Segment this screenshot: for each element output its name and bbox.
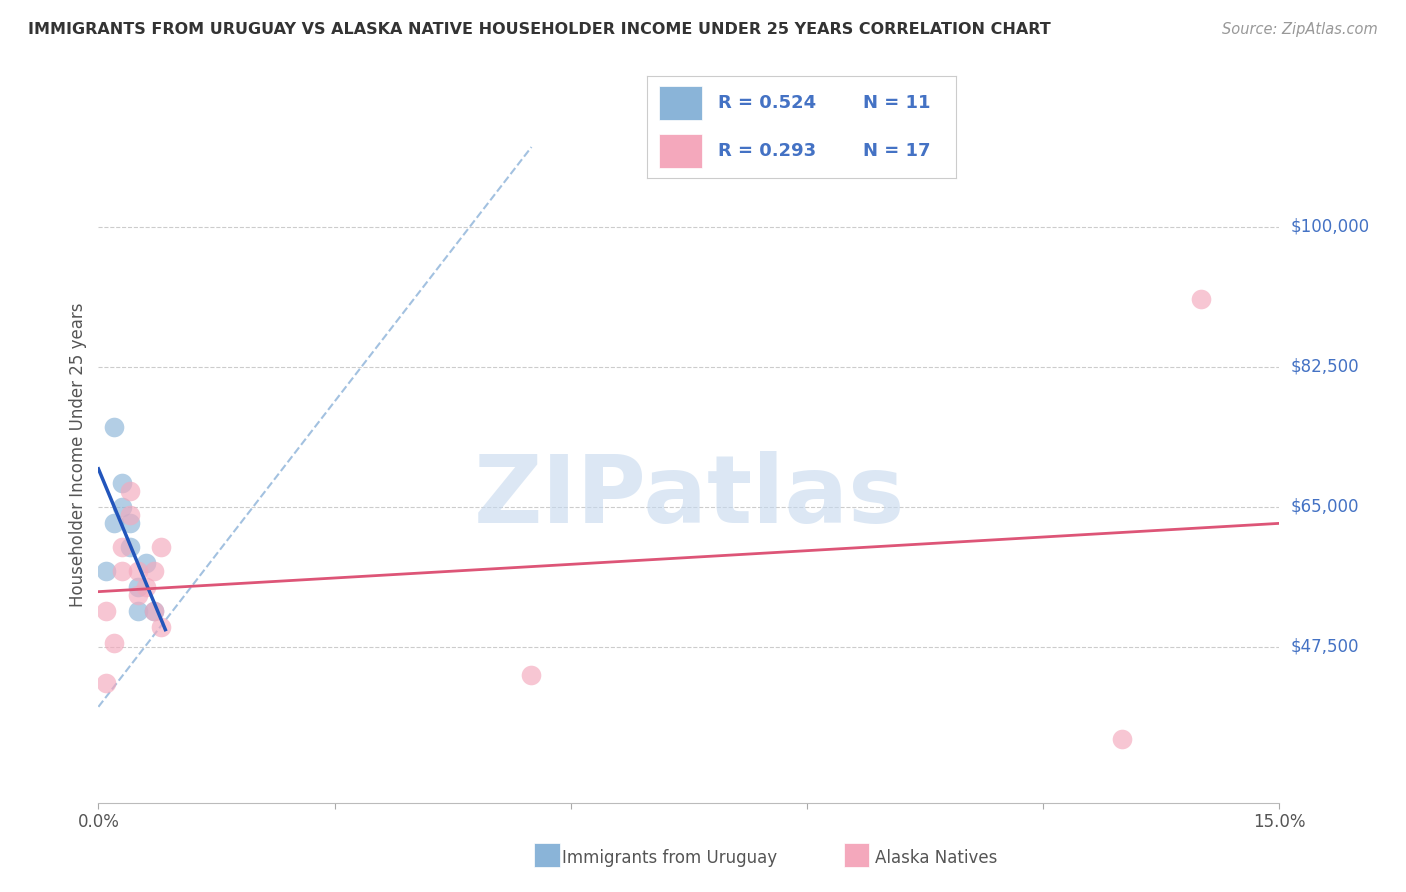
Point — [1111, 731, 1133, 746]
Point — [111, 540, 134, 554]
Point — [103, 420, 125, 434]
Point — [96, 676, 118, 690]
Point — [118, 483, 141, 498]
Point — [111, 564, 134, 578]
Y-axis label: Householder Income Under 25 years: Householder Income Under 25 years — [69, 302, 87, 607]
Text: R = 0.524: R = 0.524 — [718, 94, 815, 112]
Point — [111, 500, 134, 514]
Text: N = 17: N = 17 — [863, 142, 931, 161]
Point — [118, 508, 141, 522]
Point — [127, 588, 149, 602]
Point — [150, 540, 173, 554]
Point — [520, 668, 543, 682]
Point — [96, 604, 118, 618]
Point — [127, 564, 149, 578]
Point — [135, 580, 157, 594]
Text: Alaska Natives: Alaska Natives — [875, 849, 997, 867]
Text: $47,500: $47,500 — [1291, 638, 1360, 656]
Point — [142, 604, 165, 618]
Point — [1189, 292, 1212, 306]
FancyBboxPatch shape — [659, 87, 703, 120]
Point — [127, 580, 149, 594]
Point — [103, 516, 125, 530]
Point — [103, 636, 125, 650]
Point — [142, 604, 165, 618]
FancyBboxPatch shape — [659, 135, 703, 168]
Text: IMMIGRANTS FROM URUGUAY VS ALASKA NATIVE HOUSEHOLDER INCOME UNDER 25 YEARS CORRE: IMMIGRANTS FROM URUGUAY VS ALASKA NATIVE… — [28, 22, 1050, 37]
Text: $82,500: $82,500 — [1291, 358, 1360, 376]
Point — [142, 564, 165, 578]
Text: Immigrants from Uruguay: Immigrants from Uruguay — [562, 849, 778, 867]
Point — [118, 540, 141, 554]
Text: $100,000: $100,000 — [1291, 218, 1369, 236]
Text: R = 0.293: R = 0.293 — [718, 142, 815, 161]
Point — [111, 475, 134, 490]
Point — [96, 564, 118, 578]
Point — [150, 620, 173, 634]
Text: ZIPatlas: ZIPatlas — [474, 450, 904, 542]
Text: N = 11: N = 11 — [863, 94, 931, 112]
Point — [118, 516, 141, 530]
Text: $65,000: $65,000 — [1291, 498, 1360, 516]
Text: Source: ZipAtlas.com: Source: ZipAtlas.com — [1222, 22, 1378, 37]
Point — [127, 604, 149, 618]
Point — [135, 556, 157, 570]
